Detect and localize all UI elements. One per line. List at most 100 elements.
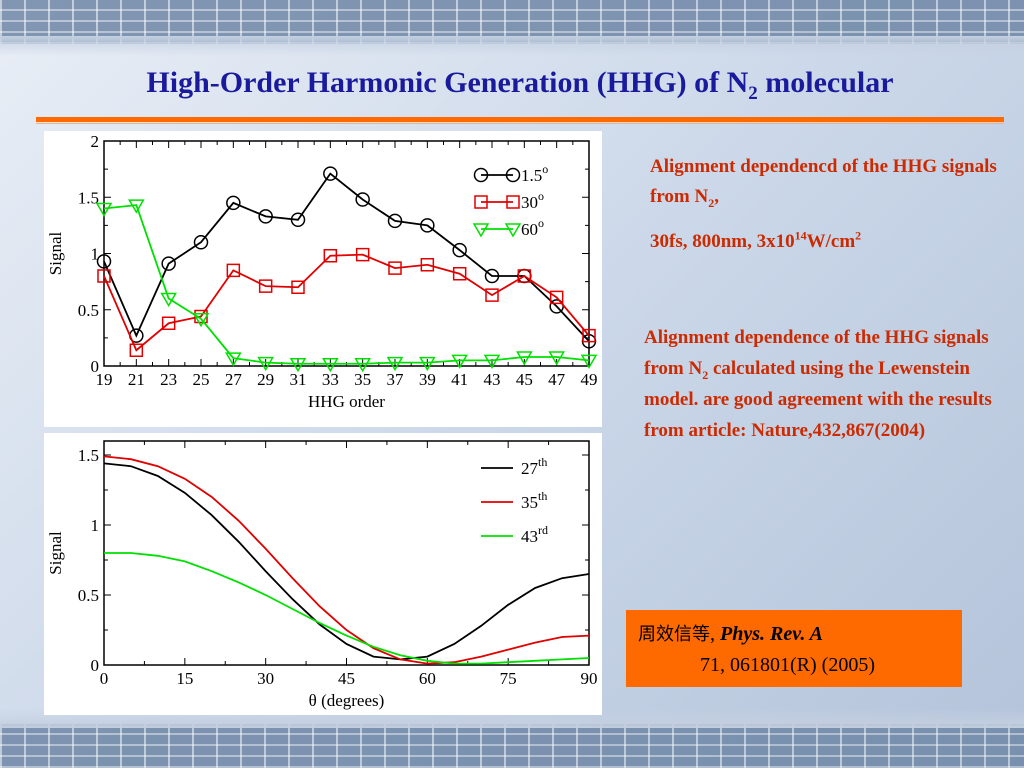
chart1-series-3-point: [128, 199, 145, 214]
chart1-legend-marker-3: [504, 223, 522, 238]
chart1-x-tick-label: 35: [354, 370, 371, 389]
citation-authors: 周效信等: [638, 624, 710, 645]
chart1-x-tick-label: 49: [581, 370, 598, 389]
chart2-legend-label-sup-3: rd: [538, 523, 548, 537]
chart1-x-tick-label: 39: [419, 370, 436, 389]
title-divider: [36, 117, 1004, 122]
chart2-x-tick-label: 15: [176, 669, 193, 688]
chart2-y-tick-label: 0.5: [78, 586, 99, 605]
chart1-series-3-point: [386, 356, 404, 372]
chart2-legend-label-1: 27th: [521, 455, 547, 478]
angle-chart: 0 15 30 45 60 75 90 0 0.5 1 1.5 θ (degrees) Signal 27…: [44, 433, 602, 715]
chart1-x-tick-label: 43: [484, 370, 501, 389]
chart2-series-line-3: [104, 552, 590, 665]
chart1-series-2-point: [129, 343, 144, 357]
top-band-fade: [0, 36, 1024, 56]
chart2-y-axis-label: Signal: [46, 531, 65, 575]
chart1-series-2-point: [517, 269, 532, 283]
chart2-x-tick-label: 45: [338, 669, 355, 688]
chart1-x-tick-label: 19: [96, 370, 113, 389]
chart1-series-3-point: [95, 202, 113, 217]
note2-unit-exponent: 2: [855, 228, 862, 243]
title-subscript: 2: [748, 83, 758, 104]
chart1-x-tick-label: 25: [193, 370, 210, 389]
note1-text: Alignment dependencd of the HHG signals …: [650, 156, 997, 207]
chart1-legend-marker-1: [505, 167, 521, 183]
chart1-series-2-point: [355, 247, 370, 262]
angle-chart-svg: 0 15 30 45 60 75 90 0 0.5 1 1.5 θ (degrees) Signal 27…: [46, 440, 598, 710]
note-calculation: Alignment dependence of the HHG signals …: [644, 322, 1014, 446]
chart1-legend-label-2: 30o: [521, 189, 544, 212]
title-divider-thin: [36, 123, 1004, 124]
chart1-series-2-point: [258, 279, 273, 293]
chart1-legend-marker-1: [473, 167, 489, 183]
chart1-x-tick-label: 33: [322, 370, 339, 389]
chart1-series-1-point: [387, 213, 403, 229]
chart1-series-1-point: [226, 195, 241, 211]
chart1-series-2-point: [549, 290, 564, 305]
chart1-legend-label-1: 1.5o: [521, 162, 548, 185]
chart1-series-1-point: [452, 242, 467, 258]
chart2-x-tick-label: 30: [257, 669, 274, 688]
chart1-series-1-point: [420, 218, 435, 233]
chart1-legend-marker-2: [506, 195, 520, 209]
chart1-x-tick-label: 29: [257, 370, 274, 389]
title-end: molecular: [757, 66, 894, 99]
chart1-series-line-2: [103, 253, 590, 352]
note2-unit: W/cm: [806, 231, 856, 252]
hhg-order-chart: 19 21 23 25 27 29 31 33 35 37 39 41 43 45 47 49 0 0.5 1 1.5…: [44, 131, 602, 427]
chart2-legend-label-sup-1: th: [538, 455, 547, 469]
chart1-series-2-point: [97, 269, 111, 283]
chart1-series-1-point: [355, 192, 370, 207]
citation-line1: 周效信等, Phys. Rev. A: [638, 620, 823, 646]
note1-subscript: 2: [708, 195, 715, 210]
slide-title: High-Order Harmonic Generation (HHG) of …: [0, 66, 1024, 105]
citation-journal: Phys. Rev. A: [720, 623, 823, 645]
chart1-series-line-3: [103, 204, 590, 365]
chart1-legend-marker-2: [474, 195, 488, 209]
chart1-series-1-point: [323, 166, 338, 181]
chart1-x-tick-label: 47: [548, 370, 566, 389]
note-laser-params: 30fs, 800nm, 3x1014W/cm2: [650, 227, 1010, 257]
chart2-y-tick-label: 1: [91, 516, 100, 535]
chart2-series-line-2: [103, 455, 590, 665]
chart1-series-3-point: [257, 356, 274, 372]
chart2-x-axis-label: θ (degrees): [309, 691, 385, 710]
chart1-series-1-point: [96, 254, 112, 269]
chart1-x-tick-label: 21: [128, 370, 145, 389]
chart1-series-3-point: [516, 351, 533, 366]
chart1-series-3-point: [225, 352, 242, 367]
chart1-series-3-point: [160, 292, 177, 307]
title-main: High-Order Harmonic Generation (HHG) of …: [146, 66, 749, 99]
chart2-series-line-1: [103, 462, 590, 661]
chart2-legend-label-3: 43rd: [521, 523, 548, 546]
chart1-series-1-point: [484, 268, 500, 284]
chart1-series-3-point: [548, 351, 565, 366]
chart1-legend-marker-3: [472, 223, 490, 238]
chart1-y-tick-label: 0: [91, 357, 100, 376]
note2-exponent: 14: [794, 228, 807, 243]
chart2-legend-label-sup-2: th: [538, 489, 547, 503]
chart1-x-tick-label: 23: [160, 370, 177, 389]
note3-subscript: 2: [702, 367, 709, 382]
note3-end: calculated using the Lewenstein model. a…: [644, 358, 992, 441]
chart1-series-1-point: [193, 235, 209, 250]
chart2-x-tick-label: 75: [500, 669, 517, 688]
chart1-series-1-point: [290, 212, 306, 227]
chart1-series-3-point: [580, 354, 598, 369]
chart1-series-2-point: [582, 328, 596, 343]
chart2-y-tick-label: 1.5: [78, 446, 99, 465]
chart1-y-tick-label: 0.5: [78, 301, 99, 320]
chart1-series-2-point: [291, 280, 305, 294]
bottom-brick-band: [0, 724, 1024, 768]
note3-text: Alignment dependence of the HHG signals …: [644, 327, 989, 379]
chart1-series-3-point: [451, 354, 468, 369]
chart1-legend-label-3: 60o: [521, 216, 544, 239]
note1-end: ,: [714, 186, 719, 207]
chart1-series-2-point: [485, 288, 499, 302]
chart1-series-3-point: [322, 358, 339, 373]
chart1-series-line-1: [103, 172, 590, 342]
chart1-series-2-point: [452, 267, 467, 281]
chart1-y-tick-label: 1.5: [78, 188, 99, 207]
chart1-x-tick-label: 45: [516, 370, 533, 389]
